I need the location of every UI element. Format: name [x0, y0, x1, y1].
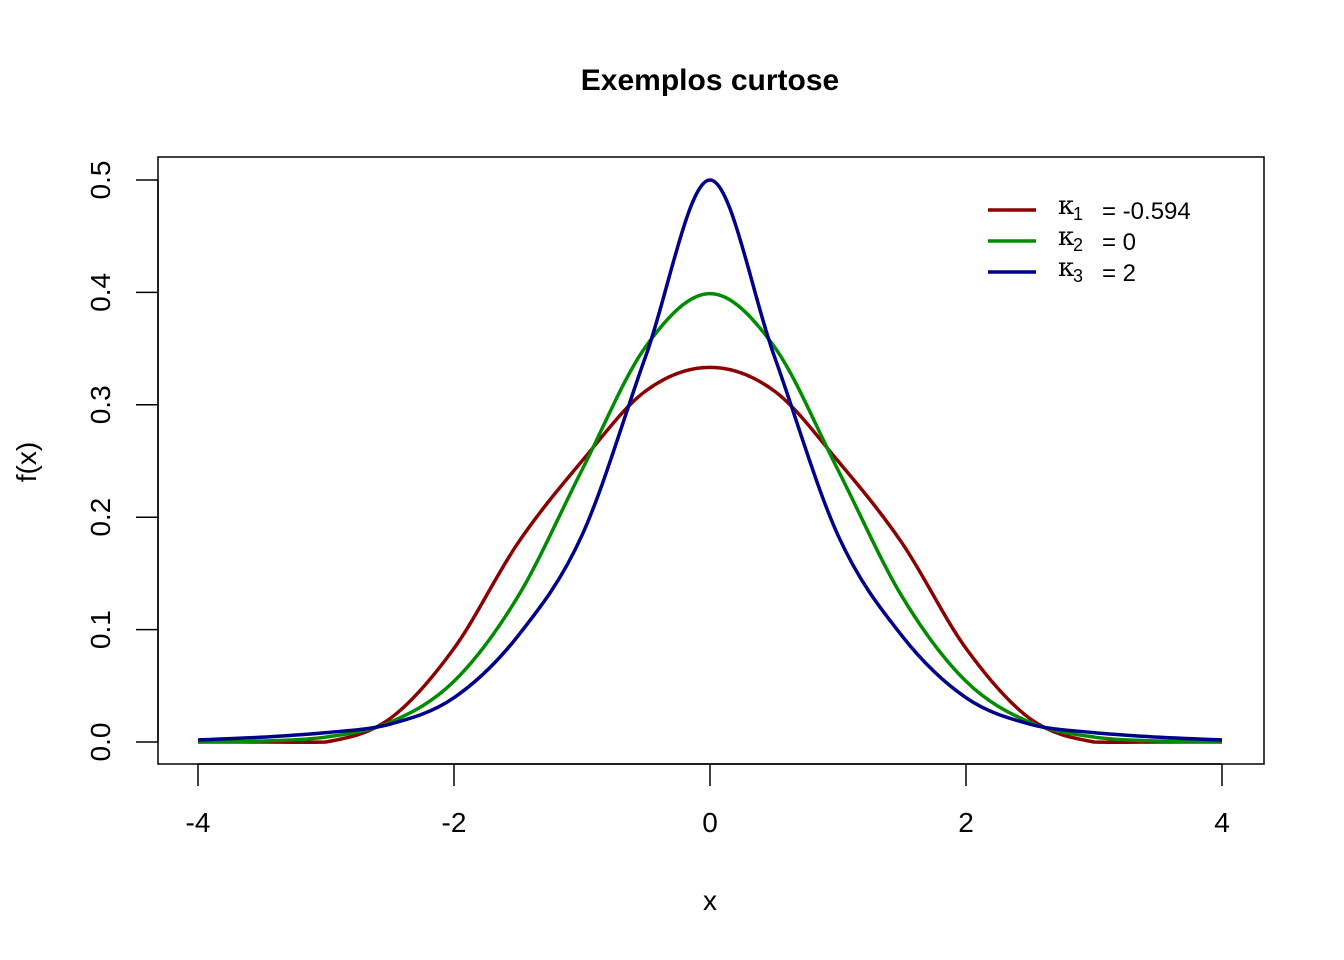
legend-symbol: κ: [1058, 253, 1074, 283]
x-tick-label: -4: [186, 807, 211, 838]
x-axis-label: x: [703, 885, 717, 916]
legend-label: = 2: [1102, 260, 1136, 287]
y-tick-label: 0.0: [85, 723, 116, 762]
y-tick-label: 0.2: [85, 498, 116, 537]
x-tick-label: 4: [1214, 807, 1230, 838]
legend-label: = -0.594: [1102, 198, 1191, 225]
y-tick-label: 0.5: [85, 161, 116, 200]
x-tick-label: 2: [958, 807, 974, 838]
legend-subscript: 3: [1073, 266, 1083, 286]
legend-symbol: κ: [1058, 191, 1074, 221]
legend-subscript: 1: [1073, 204, 1083, 224]
series-line-1: [197, 365, 1222, 744]
y-tick-label: 0.3: [85, 385, 116, 424]
y-axis: 0.0 0.1 0.2 0.3 0.4 0.5: [85, 161, 159, 762]
series-line-2: [197, 291, 1223, 744]
x-tick-label: 0: [702, 807, 718, 838]
legend-subscript: 2: [1073, 235, 1083, 255]
x-tick-label: -2: [442, 807, 467, 838]
y-tick-label: 0.1: [85, 610, 116, 649]
legend-symbol: κ: [1058, 222, 1074, 252]
series-line-3: [197, 178, 1223, 742]
series-layer: [197, 178, 1223, 744]
y-axis-label: f(x): [11, 442, 42, 482]
y-tick-label: 0.4: [85, 273, 116, 312]
legend-label: = 0: [1102, 229, 1136, 256]
x-axis: -4 -2 0 2 4: [186, 763, 1230, 838]
plot-frame: [157, 156, 1265, 765]
chart-title: Exemplos curtose: [581, 64, 839, 97]
